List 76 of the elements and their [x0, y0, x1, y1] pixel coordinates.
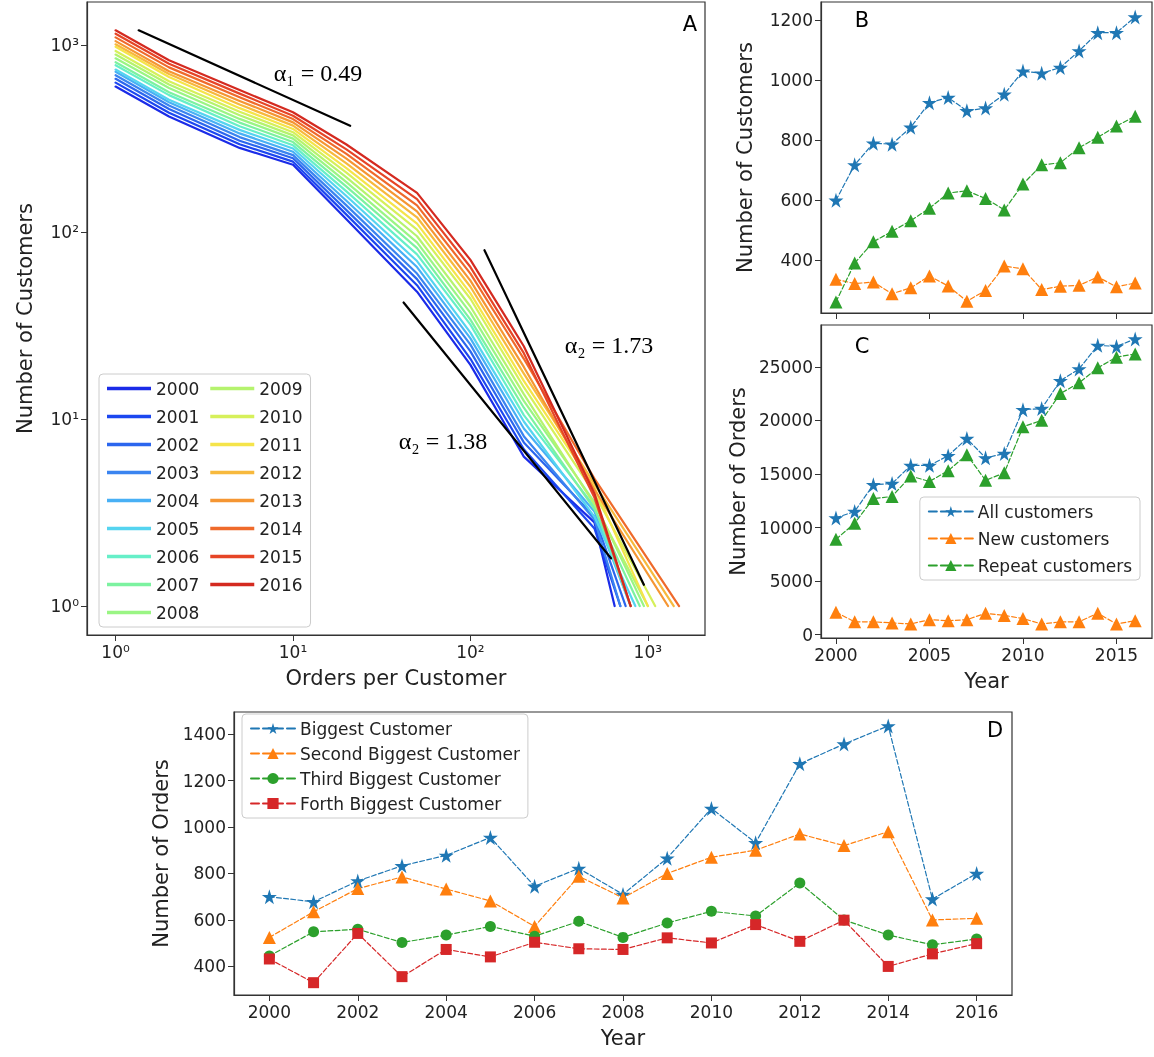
y-axis-title: Number of Orders	[725, 387, 750, 576]
y-axis-title: Number of Customers	[12, 203, 37, 434]
legend-label: 2011	[259, 434, 303, 455]
x-tick-label: 2000	[814, 644, 858, 665]
annotation: α₂ = 1.38	[398, 428, 488, 454]
y-tick-label: 1400	[182, 724, 226, 745]
legend-label: Repeat customers	[977, 555, 1133, 576]
y-axis-title: Number of Customers	[732, 42, 757, 273]
y-tick-label: 1000	[769, 70, 813, 91]
legend-label: Forth Biggest Customer	[300, 793, 502, 814]
y-tick-label: 10³	[50, 35, 79, 56]
y-tick-label: 1200	[769, 10, 813, 31]
y-tick-label: 20000	[758, 410, 813, 431]
x-axis-title: Orders per Customer	[285, 665, 507, 690]
legend-label: New customers	[977, 528, 1110, 549]
y-tick-label: 400	[780, 250, 813, 271]
legend-label: 2004	[156, 490, 200, 511]
legend-label: 2000	[156, 378, 200, 399]
legend-label: 2005	[156, 518, 200, 539]
y-tick-label: 1000	[182, 817, 226, 838]
x-tick-label: 2014	[866, 1001, 910, 1022]
x-tick-label: 2010	[1001, 644, 1045, 665]
legend-label: All customers	[977, 501, 1094, 522]
y-tick-label: 5000	[769, 571, 813, 592]
x-tick-label: 2015	[1094, 644, 1139, 665]
legend-label: 2006	[156, 546, 200, 567]
legend-label: 2009	[259, 378, 303, 399]
x-tick-label: 2016	[955, 1001, 999, 1022]
legend-label: 2015	[259, 546, 303, 567]
annotation: C	[854, 334, 870, 358]
x-tick-label: 10²	[456, 641, 485, 662]
y-tick-label: 10²	[50, 222, 79, 243]
x-tick-label: 2010	[689, 1001, 734, 1022]
x-tick-label: 2006	[512, 1001, 557, 1022]
legend-label: 2008	[156, 602, 200, 623]
legend-label: Third Biggest Customer	[299, 768, 501, 789]
x-tick-label: 10⁰	[101, 641, 130, 662]
legend-label: 2013	[259, 490, 303, 511]
x-tick-label: 10³	[633, 641, 663, 662]
y-tick-label: 800	[193, 863, 226, 884]
legend-label: 2003	[156, 462, 200, 483]
y-tick-label: 400	[193, 956, 226, 977]
y-tick-label: 10⁰	[50, 596, 80, 617]
x-tick-label: 2000	[247, 1001, 291, 1022]
x-tick-label: 2002	[336, 1001, 380, 1022]
x-tick-label: 10¹	[278, 641, 308, 662]
x-axis-title: Year	[963, 668, 1010, 693]
y-tick-label: 600	[193, 909, 226, 930]
annotation: B	[854, 8, 870, 32]
y-tick-label: 10¹	[50, 409, 79, 430]
x-axis-title: Year	[599, 1025, 646, 1050]
legend-label: 2007	[156, 574, 200, 595]
annotation: D	[986, 718, 1004, 742]
x-tick-label: 2012	[778, 1001, 822, 1022]
legend-label: 2014	[259, 518, 303, 539]
x-tick-label: 2004	[424, 1001, 468, 1022]
y-tick-label: 25000	[758, 356, 813, 377]
y-tick-label: 10000	[758, 517, 813, 538]
x-tick-label: 2008	[601, 1001, 645, 1022]
legend-label: 2002	[156, 434, 200, 455]
annotation: A	[682, 12, 698, 36]
annotation: α₁ = 0.49	[273, 60, 363, 86]
y-tick-label: 600	[780, 190, 813, 211]
y-tick-label: 15000	[758, 463, 813, 484]
annotation: α₂ = 1.73	[564, 332, 654, 358]
y-axis-title: Number of Orders	[149, 759, 174, 948]
x-tick-label: 2005	[907, 644, 952, 665]
legend-label: 2010	[259, 406, 303, 427]
legend-label: Biggest Customer	[300, 718, 452, 739]
y-tick-label: 0	[802, 624, 813, 645]
legend-label: 2016	[259, 574, 303, 595]
y-tick-label: 1200	[182, 770, 226, 791]
y-tick-label: 800	[780, 130, 813, 151]
legend-label: Second Biggest Customer	[300, 743, 520, 764]
legend-label: 2001	[156, 406, 200, 427]
legend-label: 2012	[259, 462, 303, 483]
